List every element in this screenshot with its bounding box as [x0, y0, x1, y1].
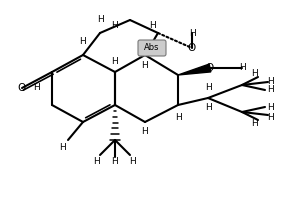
Text: H: H: [267, 113, 273, 122]
Text: H: H: [112, 21, 118, 31]
Text: H: H: [205, 103, 211, 112]
Text: H: H: [252, 69, 258, 78]
Text: O: O: [18, 83, 26, 93]
Text: H: H: [252, 120, 258, 129]
Text: H: H: [142, 128, 148, 136]
Text: H: H: [267, 85, 273, 94]
Text: H: H: [112, 157, 118, 166]
Text: H: H: [80, 38, 86, 47]
Text: H: H: [34, 83, 40, 92]
Text: H: H: [94, 157, 100, 166]
Text: H: H: [142, 61, 148, 70]
Text: H: H: [267, 103, 273, 112]
FancyBboxPatch shape: [138, 40, 166, 56]
Text: H: H: [112, 58, 118, 67]
Text: H: H: [97, 16, 103, 24]
Text: H: H: [149, 20, 155, 30]
Text: H: H: [239, 63, 245, 72]
Text: H: H: [175, 113, 181, 122]
Text: H: H: [205, 83, 211, 92]
Text: O: O: [206, 63, 214, 73]
Text: H: H: [189, 29, 195, 38]
Text: O: O: [188, 43, 196, 53]
Text: H: H: [59, 143, 65, 152]
Text: H: H: [267, 78, 273, 86]
Polygon shape: [178, 64, 211, 75]
Text: Abs: Abs: [144, 43, 160, 52]
Text: H: H: [129, 157, 135, 166]
